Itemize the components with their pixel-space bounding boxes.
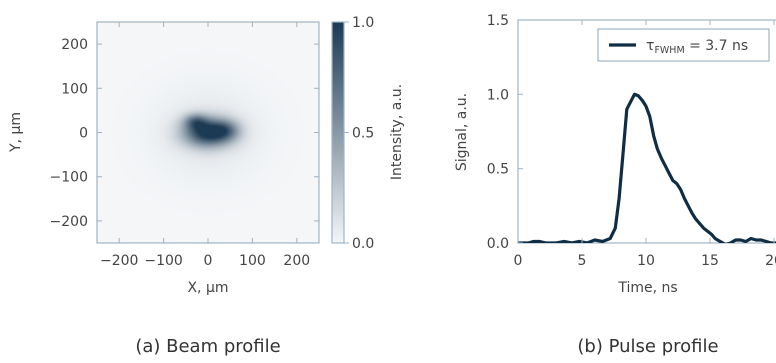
pulse-y-tick-label: 1.5 (487, 13, 509, 29)
heatmap-x-tick-label: −100 (144, 253, 182, 269)
heatmap-y-tick-label: −100 (50, 170, 88, 186)
pulse-x-tick-label: 20 (765, 253, 776, 269)
pulse-y-tick-label: 1.0 (487, 87, 509, 103)
colorbar (332, 22, 344, 243)
heatmap-y-tick-label: 100 (61, 81, 88, 97)
heatmap-x-tick-label: 0 (204, 253, 213, 269)
beam-profile-panel: −200 −100 0 100 200 200 100 0 −100 −200 X, μm Y,… (8, 15, 405, 357)
heatmap-x-tick-label: −200 (100, 253, 138, 269)
pulse-x-tick-label: 5 (578, 253, 587, 269)
pulse-x-tick-label: 15 (701, 253, 719, 269)
caption-beam-profile: (a) Beam profile (135, 336, 280, 357)
colorbar-label: Intensity, a.u. (389, 84, 405, 180)
colorbar-tick-label: 0.5 (352, 126, 374, 142)
caption-pulse-profile: (b) Pulse profile (577, 336, 718, 357)
colorbar-tick-label: 0.0 (352, 236, 374, 252)
beam-heatmap (97, 22, 319, 243)
pulse-plot-frame (517, 19, 776, 244)
pulse-x-axis-label: Time, ns (617, 280, 677, 296)
pulse-x-tick-label: 10 (637, 253, 655, 269)
pulse-y-axis-label: Signal, a.u. (454, 93, 470, 171)
heatmap-x-axis-label: X, μm (187, 280, 228, 296)
pulse-profile-panel: 0 5 10 15 20 0.0 0.5 1.0 1.5 Time, ns Signal, a… (454, 13, 776, 357)
heatmap-y-tick-label: −200 (50, 214, 88, 230)
legend-label: τFWHM = 3.7 ns (646, 38, 748, 56)
heatmap-y-tick-label: 200 (61, 37, 88, 53)
pulse-x-ticks: 0 5 10 15 20 (514, 20, 776, 269)
pulse-y-ticks: 0.0 0.5 1.0 1.5 (487, 13, 523, 252)
heatmap-x-tick-label: 200 (283, 253, 310, 269)
heatmap-x-ticks: −200 −100 0 100 200 (100, 22, 310, 269)
colorbar-tick-label: 1.0 (352, 15, 374, 31)
heatmap-x-tick-label: 100 (239, 253, 266, 269)
pulse-series-line (518, 92, 776, 243)
heatmap-y-ticks: 200 100 0 −100 −200 (50, 37, 319, 230)
pulse-y-tick-label: 0.5 (487, 162, 509, 178)
heatmap-y-tick-label: 0 (79, 126, 88, 142)
pulse-legend: τFWHM = 3.7 ns (597, 28, 770, 62)
pulse-y-tick-label: 0.0 (487, 236, 509, 252)
pulse-x-tick-label: 0 (514, 253, 523, 269)
colorbar-ticks: 1.0 0.5 0.0 (344, 15, 374, 252)
heatmap-y-axis-label: Y, μm (8, 112, 24, 153)
